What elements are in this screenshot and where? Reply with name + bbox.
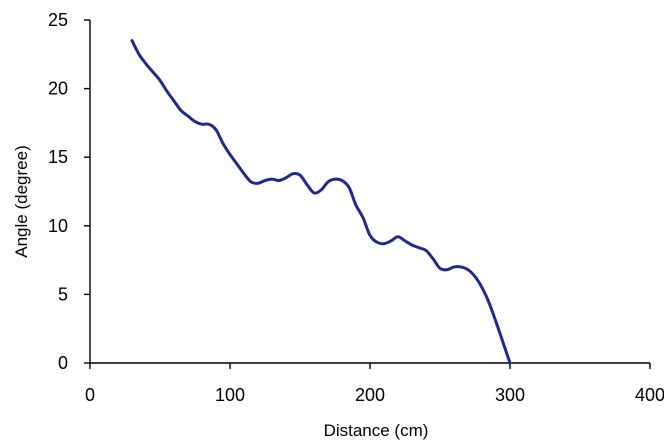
axes [89, 20, 650, 364]
x-tick-label: 100 [215, 385, 245, 405]
y-tick-label: 15 [48, 147, 68, 167]
series-line [130, 39, 512, 365]
x-tick-label: 400 [635, 385, 664, 405]
x-tick-label: 0 [85, 385, 95, 405]
x-tick-label: 300 [495, 385, 525, 405]
y-tick-label: 0 [58, 353, 68, 373]
y-tick-label: 25 [48, 10, 68, 30]
ticks: 0 5 10 15 20 25 0 100 200 300 400 [48, 10, 664, 405]
y-tick-label: 10 [48, 216, 68, 236]
y-tick-label: 20 [48, 79, 68, 99]
y-tick-label: 5 [58, 284, 68, 304]
y-axis-title: Angle (degree) [12, 145, 31, 257]
x-axis-title: Distance (cm) [324, 421, 429, 440]
series-layer [130, 39, 512, 365]
x-tick-label: 200 [355, 385, 385, 405]
